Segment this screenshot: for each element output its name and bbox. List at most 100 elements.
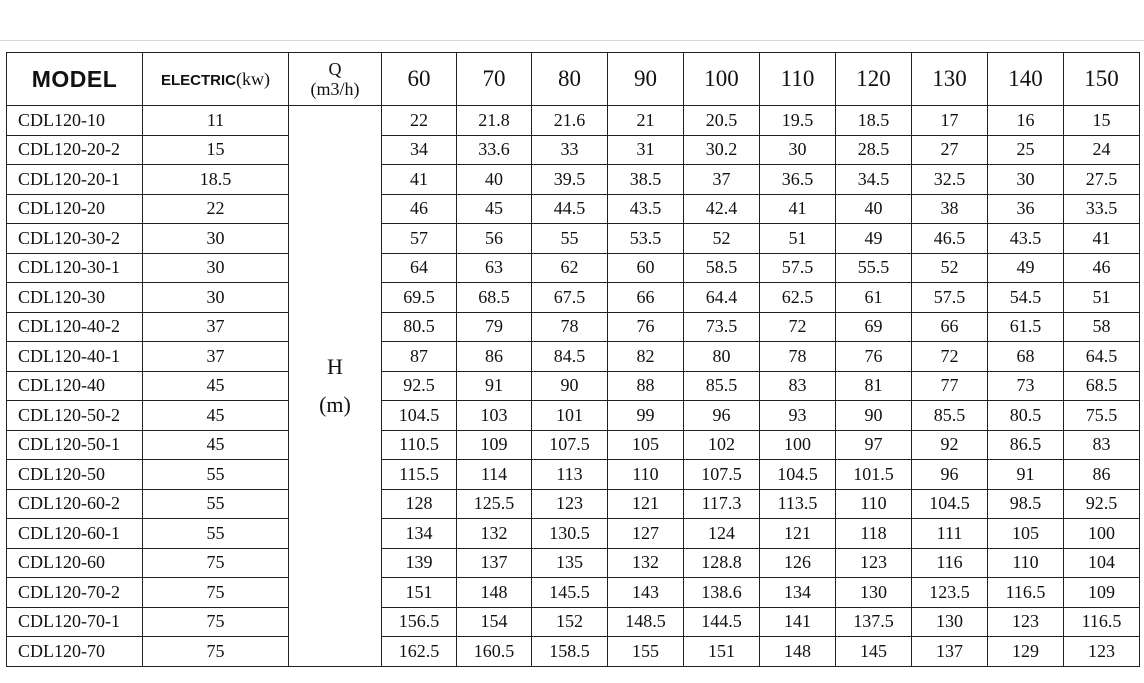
power-cell: 37 xyxy=(142,341,289,372)
head-value-cell: 63 xyxy=(456,252,532,283)
power-cell: 55 xyxy=(142,518,289,549)
head-value-cell: 87 xyxy=(381,341,457,372)
head-value-cell: 152 xyxy=(531,606,608,637)
model-cell: CDL120-30 xyxy=(6,282,143,313)
head-value-cell: 52 xyxy=(683,223,760,254)
head-value-cell: 86 xyxy=(1063,459,1140,490)
head-value-cell: 110.5 xyxy=(381,429,457,460)
head-value-cell: 130 xyxy=(835,577,912,608)
head-value-cell: 86 xyxy=(456,341,532,372)
head-value-cell: 46 xyxy=(381,193,457,224)
head-value-cell: 100 xyxy=(1063,518,1140,549)
head-value-cell: 101.5 xyxy=(835,459,912,490)
head-value-cell: 141 xyxy=(759,606,836,637)
head-value-cell: 60 xyxy=(607,252,684,283)
head-value-cell: 160.5 xyxy=(456,636,532,667)
model-cell: CDL120-60-1 xyxy=(6,518,143,549)
model-cell: CDL120-10 xyxy=(6,105,143,136)
head-value-cell: 151 xyxy=(381,577,457,608)
model-cell: CDL120-60 xyxy=(6,547,143,578)
head-value-cell: 55 xyxy=(531,223,608,254)
head-value-cell: 91 xyxy=(456,370,532,401)
head-value-cell: 91 xyxy=(987,459,1064,490)
head-value-cell: 41 xyxy=(381,164,457,195)
head-value-cell: 72 xyxy=(759,311,836,342)
head-value-cell: 36.5 xyxy=(759,164,836,195)
head-value-cell: 25 xyxy=(987,134,1064,165)
head-value-cell: 99 xyxy=(607,400,684,431)
head-value-cell: 92.5 xyxy=(381,370,457,401)
head-value-cell: 46.5 xyxy=(911,223,988,254)
head-value-cell: 117.3 xyxy=(683,488,760,519)
head-value-cell: 33 xyxy=(531,134,608,165)
table-row: CDL120-40-1 37 87 86 84.5 82 80 78 76 72 68 64.5 xyxy=(6,341,1140,372)
head-value-cell: 62 xyxy=(531,252,608,283)
head-value-cell: 58 xyxy=(1063,311,1140,342)
head-value-cell: 154 xyxy=(456,606,532,637)
head-value-cell: 30.2 xyxy=(683,134,760,165)
head-value-cell: 155 xyxy=(607,636,684,667)
power-cell: 15 xyxy=(142,134,289,165)
model-cell: CDL120-20-1 xyxy=(6,164,143,195)
head-value-cell: 104.5 xyxy=(381,400,457,431)
head-value-cell: 82 xyxy=(607,341,684,372)
power-cell: 75 xyxy=(142,577,289,608)
head-value-cell: 127 xyxy=(607,518,684,549)
head-value-cell: 57.5 xyxy=(759,252,836,283)
table-row: CDL120-30-2 30 57 56 55 53.5 52 51 49 46.5 43.5 41 xyxy=(6,223,1140,254)
head-value-cell: 90 xyxy=(531,370,608,401)
table-body: CDL120-10 11 H (m) 22 21.8 21.6 21 20.5 19.5 18.5 1… xyxy=(6,105,1140,667)
head-value-cell: 116.5 xyxy=(987,577,1064,608)
table-row: CDL120-60-1 55 134 132 130.5 127 124 121 118 111 1… xyxy=(6,518,1140,549)
head-value-cell: 121 xyxy=(607,488,684,519)
head-value-cell: 102 xyxy=(683,429,760,460)
head-value-cell: 27 xyxy=(911,134,988,165)
table-row: CDL120-50 55 115.5 114 113 110 107.5 104.5 101.5… xyxy=(6,459,1140,490)
head-value-cell: 58.5 xyxy=(683,252,760,283)
table-row: CDL120-60-2 55 128 125.5 123 121 117.3 113.5 110… xyxy=(6,488,1140,519)
head-value-cell: 57 xyxy=(381,223,457,254)
power-cell: 22 xyxy=(142,193,289,224)
head-value-cell: 30 xyxy=(987,164,1064,195)
head-value-cell: 17 xyxy=(911,105,988,136)
head-value-cell: 44.5 xyxy=(531,193,608,224)
head-value-cell: 56 xyxy=(456,223,532,254)
head-value-cell: 37 xyxy=(683,164,760,195)
electric-header: ELECTRIC(kw) xyxy=(142,52,289,106)
head-value-cell: 96 xyxy=(683,400,760,431)
head-value-cell: 62.5 xyxy=(759,282,836,313)
table-row: CDL120-20-1 18.5 41 40 39.5 38.5 37 36.5 34.5 32.… xyxy=(6,164,1140,195)
electric-header-unit: (kw) xyxy=(236,68,270,89)
head-value-cell: 76 xyxy=(835,341,912,372)
head-value-cell: 118 xyxy=(835,518,912,549)
head-value-cell: 128.8 xyxy=(683,547,760,578)
head-value-cell: 21.6 xyxy=(531,105,608,136)
table-row: CDL120-20 22 46 45 44.5 43.5 42.4 41 40 38 36 33.5 xyxy=(6,193,1140,224)
head-value-cell: 110 xyxy=(835,488,912,519)
power-cell: 45 xyxy=(142,370,289,401)
head-value-cell: 100 xyxy=(759,429,836,460)
head-value-cell: 73 xyxy=(987,370,1064,401)
head-value-cell: 54.5 xyxy=(987,282,1064,313)
head-value-cell: 81 xyxy=(835,370,912,401)
head-value-cell: 55.5 xyxy=(835,252,912,283)
head-value-cell: 126 xyxy=(759,547,836,578)
model-cell: CDL120-40 xyxy=(6,370,143,401)
model-cell: CDL120-30-1 xyxy=(6,252,143,283)
head-value-cell: 78 xyxy=(759,341,836,372)
table-row: CDL120-70-2 75 151 148 145.5 143 138.6 134 130 12… xyxy=(6,577,1140,608)
head-value-cell: 96 xyxy=(911,459,988,490)
head-value-cell: 21.8 xyxy=(456,105,532,136)
head-value-cell: 121 xyxy=(759,518,836,549)
head-value-cell: 83 xyxy=(1063,429,1140,460)
head-value-cell: 115.5 xyxy=(381,459,457,490)
head-value-cell: 156.5 xyxy=(381,606,457,637)
head-value-cell: 18.5 xyxy=(835,105,912,136)
head-value-cell: 28.5 xyxy=(835,134,912,165)
table-row: CDL120-50-1 45 110.5 109 107.5 105 102 100 97 92 8… xyxy=(6,429,1140,460)
flow-value-header: 140 xyxy=(987,52,1064,106)
head-value-cell: 64.5 xyxy=(1063,341,1140,372)
head-value-cell: 32.5 xyxy=(911,164,988,195)
head-value-cell: 104 xyxy=(1063,547,1140,578)
head-value-cell: 79 xyxy=(456,311,532,342)
